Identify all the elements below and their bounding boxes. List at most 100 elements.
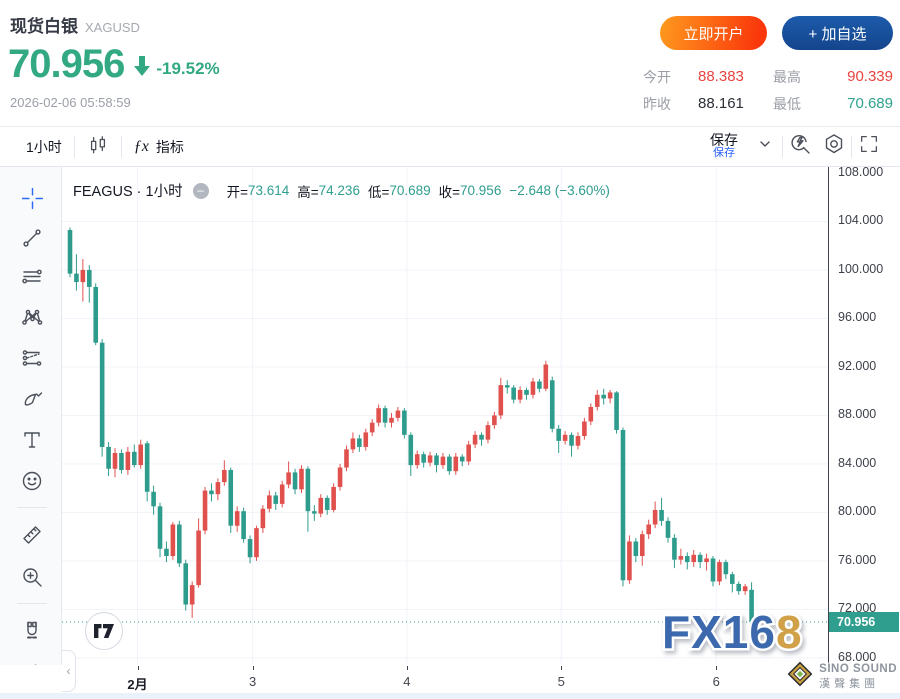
candle — [260, 508, 266, 529]
candle — [80, 269, 86, 283]
tool-parallel-lines[interactable] — [19, 264, 45, 290]
stat-row: 昨收 88.161 最低 70.689 — [643, 90, 893, 117]
bottom-strip — [0, 693, 900, 699]
open-account-button[interactable]: 立即开户 — [660, 16, 767, 50]
price-tick-label: 108.000 — [838, 165, 884, 179]
candle — [678, 556, 684, 560]
candle — [672, 537, 677, 560]
instrument-title: 现货白银 XAGUSD — [10, 12, 140, 37]
candle — [582, 421, 587, 437]
stat-value: 90.339 — [847, 68, 893, 85]
time-tick — [137, 666, 139, 670]
candle — [594, 394, 600, 407]
price-row: 70.956 -19.52% — [8, 42, 220, 87]
candle — [633, 541, 639, 557]
price-tick-label: 92.000 — [838, 358, 877, 373]
interval-label: 1小时 — [26, 138, 62, 155]
sino-sound-logo: SINO SOUND 漢聲集團 — [785, 659, 897, 694]
tool-trend-line[interactable] — [19, 225, 45, 251]
quick-search-button[interactable] — [783, 130, 817, 164]
tradingview-logo[interactable] — [85, 612, 123, 650]
candle — [504, 385, 510, 388]
save-menu-button[interactable] — [748, 130, 782, 164]
time-tick-label: 5 — [557, 674, 565, 689]
tool-text[interactable] — [19, 427, 45, 453]
settings-button[interactable] — [817, 130, 851, 164]
candle — [704, 558, 709, 563]
candle — [286, 472, 291, 485]
candle — [357, 438, 362, 447]
tool-emoji[interactable] — [19, 468, 45, 494]
candlestick-chart[interactable] — [62, 167, 828, 665]
tool-zoom-in[interactable] — [19, 564, 45, 590]
text-icon — [24, 432, 40, 448]
candle — [318, 497, 324, 514]
stat-label: 昨收 — [643, 95, 671, 112]
candle — [710, 558, 716, 582]
candle — [543, 364, 549, 389]
candle — [511, 387, 516, 400]
candle — [607, 392, 613, 399]
time-tick-label: 6 — [712, 674, 720, 689]
tool-divider — [17, 603, 47, 604]
tool-divider — [17, 507, 47, 508]
tool-ruler[interactable] — [19, 522, 45, 548]
candle — [537, 381, 542, 389]
trend-line-icon — [23, 229, 41, 247]
tool-crosshair[interactable] — [19, 185, 45, 211]
indicators-button[interactable]: ƒx 指标 — [122, 127, 196, 166]
candle — [369, 422, 375, 433]
diamond-icon — [785, 659, 815, 694]
settings-hexagon-icon — [822, 132, 846, 161]
time-tick — [561, 666, 563, 670]
candle — [279, 484, 285, 504]
candle — [86, 269, 92, 287]
legend-collapse-icon[interactable]: – — [192, 182, 209, 199]
time-axis[interactable]: 2月 3 4 5 6 — [0, 665, 900, 693]
high-value: 74.236 — [318, 183, 360, 198]
toolbar-divider — [851, 135, 852, 158]
candle — [215, 482, 221, 495]
low-value: 70.689 — [389, 183, 431, 198]
candle — [234, 511, 240, 526]
candle — [151, 491, 156, 507]
tool-magnet[interactable] — [19, 618, 45, 644]
price-axis[interactable]: 108.000 104.000 100.000 96.000 92.000 88.000 8… — [828, 165, 900, 693]
candle — [524, 389, 529, 395]
crosshair-icon — [21, 187, 43, 209]
candle — [337, 467, 343, 487]
candle — [697, 554, 703, 563]
tool-xabcd-pattern[interactable] — [19, 304, 45, 330]
candle — [125, 451, 131, 470]
candle — [665, 520, 671, 538]
stat-label: 最低 — [773, 95, 801, 112]
stat-label: 最高 — [773, 68, 801, 85]
candle — [601, 394, 606, 399]
zoom-in-icon — [23, 568, 42, 587]
candle — [569, 434, 574, 446]
price-tick-label: 76.000 — [838, 552, 877, 567]
low-label: 低= — [367, 184, 390, 200]
add-watchlist-button[interactable]: + 加自选 — [782, 16, 893, 50]
candle — [292, 472, 298, 490]
tool-forecast-lines[interactable] — [19, 345, 45, 371]
sidebar-collapse-handle[interactable]: ‹ — [62, 650, 76, 692]
candlestick-icon — [87, 134, 109, 159]
price-tick-label: 96.000 — [838, 310, 877, 325]
chart-legend: FEAGUS · 1小时 – 开= 73.614 高= 74.236 低= 70.68… — [73, 180, 610, 201]
forecast-lines-icon — [22, 350, 42, 366]
fullscreen-button[interactable] — [852, 130, 886, 164]
candle — [517, 389, 523, 400]
fullscreen-icon — [858, 133, 880, 160]
candle — [729, 574, 735, 584]
candle — [549, 380, 555, 429]
drawing-toolbar — [0, 167, 62, 693]
candle — [312, 511, 317, 514]
high-label: 高= — [297, 184, 319, 200]
stat-label: 今开 — [643, 68, 671, 85]
chart-type-button[interactable] — [75, 127, 121, 166]
save-button[interactable]: 保存 保存 — [700, 133, 748, 159]
price-tick-label: 72.000 — [838, 601, 877, 616]
tool-brush[interactable] — [19, 386, 45, 412]
interval-selector[interactable]: 1小时 — [14, 127, 74, 166]
